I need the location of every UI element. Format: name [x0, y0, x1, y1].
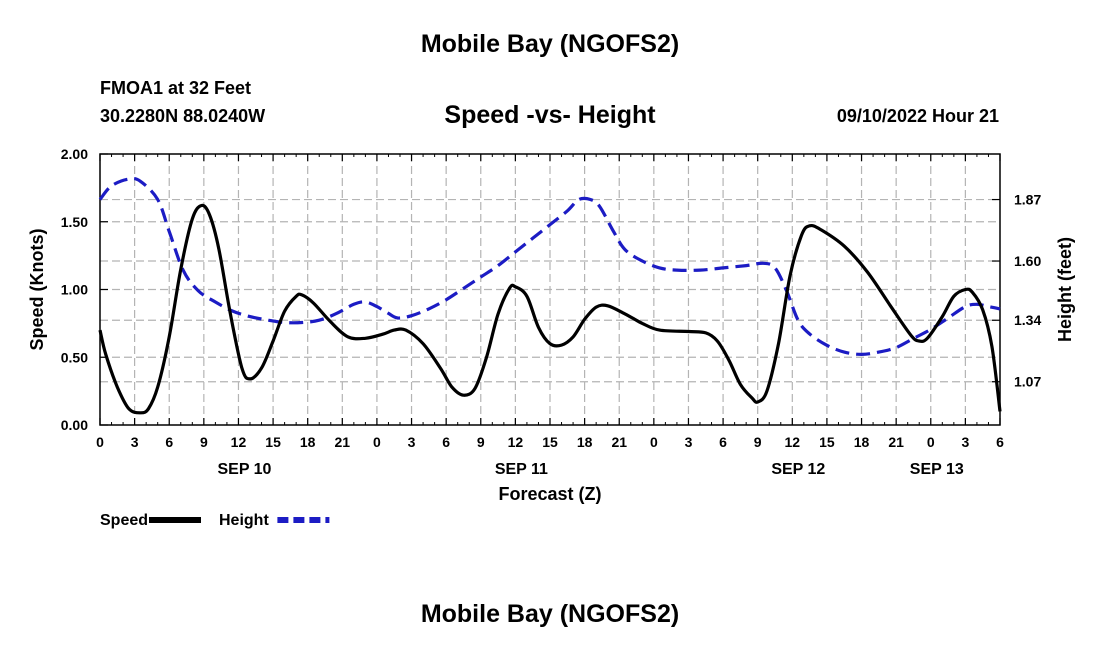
x-tick-label: 12 — [785, 434, 801, 450]
legend-label-height: Height — [219, 512, 269, 529]
y2-tick-label: 1.60 — [1014, 253, 1041, 269]
y-tick-label: 0.00 — [61, 417, 88, 433]
x-tick-label: 0 — [650, 434, 658, 450]
y2-tick-label: 1.34 — [1014, 312, 1041, 328]
x-tick-label: 9 — [200, 434, 208, 450]
x-tick-label: 3 — [408, 434, 416, 450]
x-tick-label: 3 — [685, 434, 693, 450]
y-tick-label: 2.00 — [61, 146, 88, 162]
height-series-line — [98, 176, 1001, 356]
footer-title: Mobile Bay (NGOFS2) — [420, 600, 680, 628]
y2-tick-label: 1.07 — [1014, 374, 1041, 390]
x-tick-label: 21 — [888, 434, 904, 450]
x-tick-label: 18 — [300, 434, 316, 450]
station-label: FMOA1 at 32 Feet — [100, 78, 252, 98]
x-tick-label: 0 — [927, 434, 935, 450]
x-tick-label: 0 — [96, 434, 104, 450]
timestamp-label: 09/10/2022 Hour 21 — [836, 106, 999, 126]
y2-axis-title: Height (feet) — [1055, 237, 1075, 342]
x-tick-label: 12 — [508, 434, 524, 450]
x-tick-label: 18 — [854, 434, 870, 450]
y2-tick-label: 1.87 — [1014, 192, 1041, 208]
date-label: SEP 10 — [217, 461, 271, 478]
x-tick-label: 3 — [961, 434, 969, 450]
x-tick-label: 6 — [165, 434, 173, 450]
x-tick-label: 3 — [131, 434, 139, 450]
x-tick-label: 0 — [373, 434, 381, 450]
coordinates-label: 30.2280N 88.0240W — [100, 106, 266, 126]
x-tick-label: 9 — [754, 434, 762, 450]
plot-frame — [99, 153, 1001, 426]
y-axis-title: Speed (Knots) — [27, 228, 47, 350]
y-tick-label: 0.50 — [61, 349, 88, 365]
y-tick-label: 1.50 — [61, 214, 88, 230]
x-tick-label: 15 — [819, 434, 835, 450]
x-tick-label: 21 — [611, 434, 627, 450]
x-tick-label: 15 — [542, 434, 558, 450]
y-tick-label: 1.00 — [61, 282, 88, 298]
date-label: SEP 12 — [771, 461, 825, 478]
date-label: SEP 13 — [910, 461, 964, 478]
speed-series-line — [98, 203, 1002, 415]
x-tick-label: 18 — [577, 434, 593, 450]
x-tick-label: 6 — [442, 434, 450, 450]
speed-height-chart: 0 3 6 9 12 15 18 21 0 3 6 9 12 15 18 21 0 3 6 9 12 15 18 21 0 3 6 0… — [27, 146, 1075, 529]
x-tick-label: 12 — [231, 434, 247, 450]
x-tick-label: 6 — [719, 434, 727, 450]
x-tick-label: 15 — [265, 434, 281, 450]
x-tick-label: 9 — [477, 434, 485, 450]
x-tick-label: 21 — [335, 434, 351, 450]
x-tick-label: 6 — [996, 434, 1004, 450]
legend-label-speed: Speed — [100, 512, 148, 529]
page-title: Mobile Bay (NGOFS2) — [420, 30, 680, 58]
date-label: SEP 11 — [495, 461, 548, 478]
x-axis-title: Forecast (Z) — [498, 484, 601, 504]
chart-title: Speed -vs- Height — [444, 101, 656, 129]
